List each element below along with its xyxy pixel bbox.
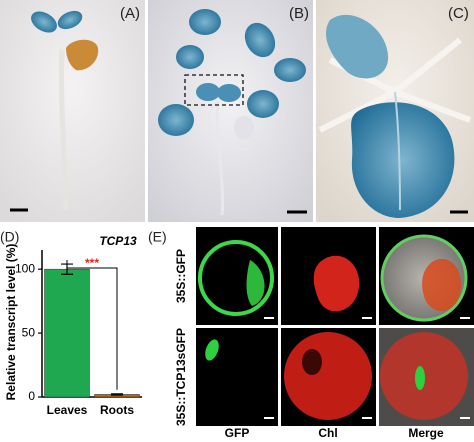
column-label: Chl — [318, 426, 337, 440]
chart-title: TCP13 — [99, 234, 137, 248]
panel-label: (C) — [448, 5, 469, 22]
column-label: Merge — [408, 426, 444, 440]
y-axis-label: Relative transcript level (%) — [4, 244, 18, 401]
panel-b: (B) — [148, 0, 313, 222]
panel-d: (D) TCP13 Relative transcript level (%) … — [0, 229, 142, 417]
y-tick-label: 0 — [28, 389, 35, 403]
significance-label: *** — [85, 256, 99, 270]
panel-label: (E) — [148, 229, 167, 245]
row-label: 35S::GFP — [174, 249, 188, 303]
panel-label: (D) — [0, 229, 19, 245]
row-label: 35S::TCP13sGFP — [174, 328, 188, 426]
y-tick-label: 50 — [22, 325, 36, 339]
error-bar — [111, 393, 123, 396]
significance-bracket — [66, 260, 118, 390]
panel-a: (A) — [0, 0, 145, 222]
y-tick-label: 100 — [15, 261, 35, 275]
panel-c: (C) — [316, 0, 474, 222]
panel-label: (A) — [120, 5, 140, 22]
panel-label: (B) — [289, 5, 309, 22]
x-tick-label: Roots — [100, 403, 134, 417]
column-label: GFP — [225, 426, 250, 440]
bar — [44, 268, 90, 398]
x-tick-label: Leaves — [47, 403, 88, 417]
